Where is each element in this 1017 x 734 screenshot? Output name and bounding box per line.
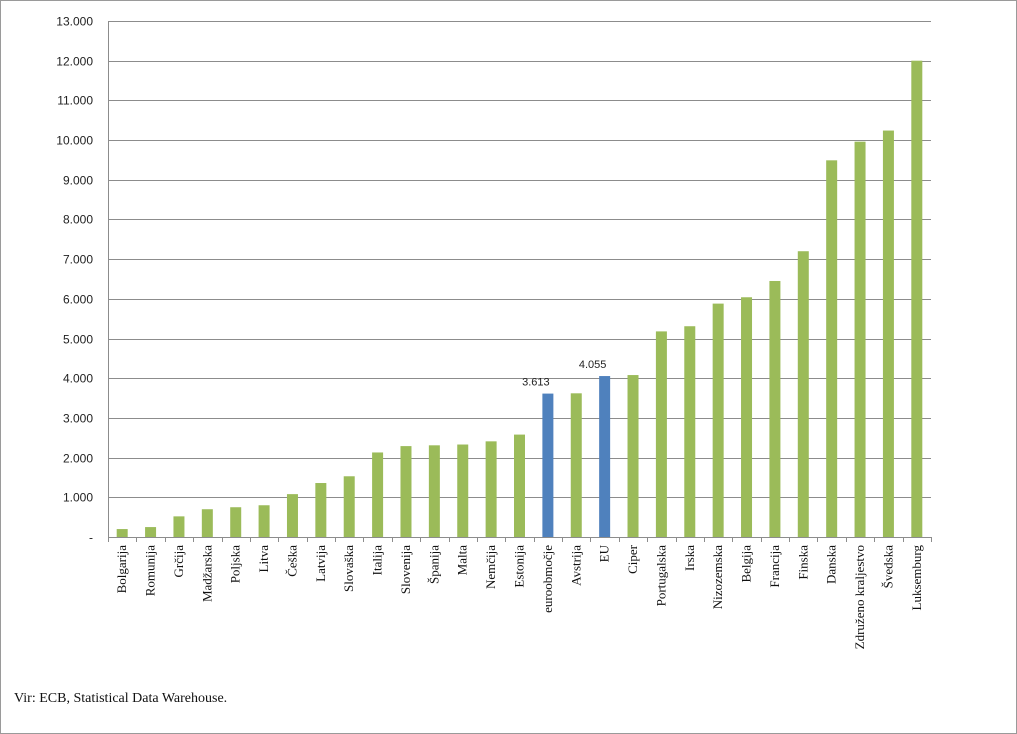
bar xyxy=(400,446,412,537)
x-tick-label: Grčija xyxy=(171,545,186,578)
bars xyxy=(116,60,923,538)
bar xyxy=(826,160,838,537)
x-tick-label: Španija xyxy=(426,545,441,584)
y-tick-label: 9.000 xyxy=(63,174,93,188)
x-tick-label: Avstrija xyxy=(568,545,583,586)
x-tick-label: euroobmočje xyxy=(540,545,555,613)
gridlines xyxy=(108,21,931,498)
bar xyxy=(854,141,866,537)
y-tick-label: 8.000 xyxy=(63,213,93,227)
bar xyxy=(655,331,667,537)
y-axis: - 1.000 2.000 3.000 4.000 5.000 6.000 7.000 8.00… xyxy=(56,15,109,545)
y-tick-label: 5.000 xyxy=(63,333,93,347)
x-tick-label: Danska xyxy=(824,545,839,584)
bar xyxy=(627,375,639,537)
bar xyxy=(286,494,298,537)
bar xyxy=(542,393,554,537)
bar xyxy=(457,444,469,537)
bar xyxy=(911,60,923,537)
x-tick-label: Belgija xyxy=(739,545,754,583)
x-tick-label: Združeno kraljestvo xyxy=(852,545,867,649)
bar xyxy=(599,376,611,537)
y-tick-label: 1.000 xyxy=(63,491,93,505)
x-tick-label: Bolgarija xyxy=(114,545,129,594)
bar xyxy=(116,529,128,537)
x-tick-label: Romunija xyxy=(143,545,158,597)
bar xyxy=(797,251,809,537)
bar xyxy=(514,434,525,537)
bar xyxy=(145,527,157,537)
bar xyxy=(173,516,185,537)
bar xyxy=(258,505,270,537)
x-tick-label: Irska xyxy=(682,545,697,571)
bar xyxy=(882,130,894,538)
x-tick-label: Estonija xyxy=(512,545,527,588)
x-tick-label: EU xyxy=(597,544,612,562)
x-tick-label: Madžarska xyxy=(199,545,214,602)
x-tick-label: Malta xyxy=(455,545,470,576)
x-tick-label: Švedska xyxy=(880,545,895,589)
bar xyxy=(201,509,213,537)
bar xyxy=(372,452,384,537)
source-note: Vir: ECB, Statistical Data Warehouse. xyxy=(14,691,228,706)
bar xyxy=(769,280,781,537)
y-tick-label: 4.000 xyxy=(63,372,93,386)
x-tick-label: Nizozemska xyxy=(710,545,725,609)
x-axis: Bolgarija Romunija Grčija Madžarska Poljska L… xyxy=(108,537,932,649)
x-tick-label: Portugalska xyxy=(653,545,668,607)
bar xyxy=(315,483,327,537)
y-tick-label: 12.000 xyxy=(56,55,93,69)
bar xyxy=(485,441,497,537)
data-labels: 3.613 4.055 xyxy=(522,359,606,389)
bar xyxy=(570,393,582,537)
y-tick-label: 3.000 xyxy=(63,412,93,426)
data-label: 4.055 xyxy=(579,359,607,371)
x-tick-label: Finska xyxy=(795,545,810,580)
y-tick-label: 10.000 xyxy=(56,134,93,148)
y-tick-label: 7.000 xyxy=(63,253,93,267)
x-tick-label: Slovenija xyxy=(398,545,413,594)
x-tick-label: Italija xyxy=(370,545,385,576)
x-tick-label: Francija xyxy=(767,545,782,588)
y-tick-label: 11.000 xyxy=(57,94,93,108)
y-tick-label: 6.000 xyxy=(63,293,93,307)
bar xyxy=(343,476,355,537)
bar xyxy=(230,507,242,537)
x-tick-label: Ciper xyxy=(625,544,640,574)
x-tick-label: Poljska xyxy=(228,545,243,584)
x-tick-label: Nemčija xyxy=(483,545,498,589)
y-tick-label: 2.000 xyxy=(63,452,93,466)
bar xyxy=(741,297,753,537)
bar xyxy=(712,303,724,537)
x-tick-label: Litva xyxy=(256,545,271,573)
y-tick-label: - xyxy=(89,531,93,545)
bar xyxy=(428,445,440,537)
bar xyxy=(684,326,696,537)
x-tick-label: Slovaška xyxy=(341,545,356,592)
x-tick-label: Luksemburg xyxy=(909,545,924,611)
y-tick-label: 13.000 xyxy=(56,15,93,29)
x-tick-label: Latvija xyxy=(313,545,328,582)
data-label: 3.613 xyxy=(522,377,550,389)
x-tick-label: Češka xyxy=(284,545,299,577)
